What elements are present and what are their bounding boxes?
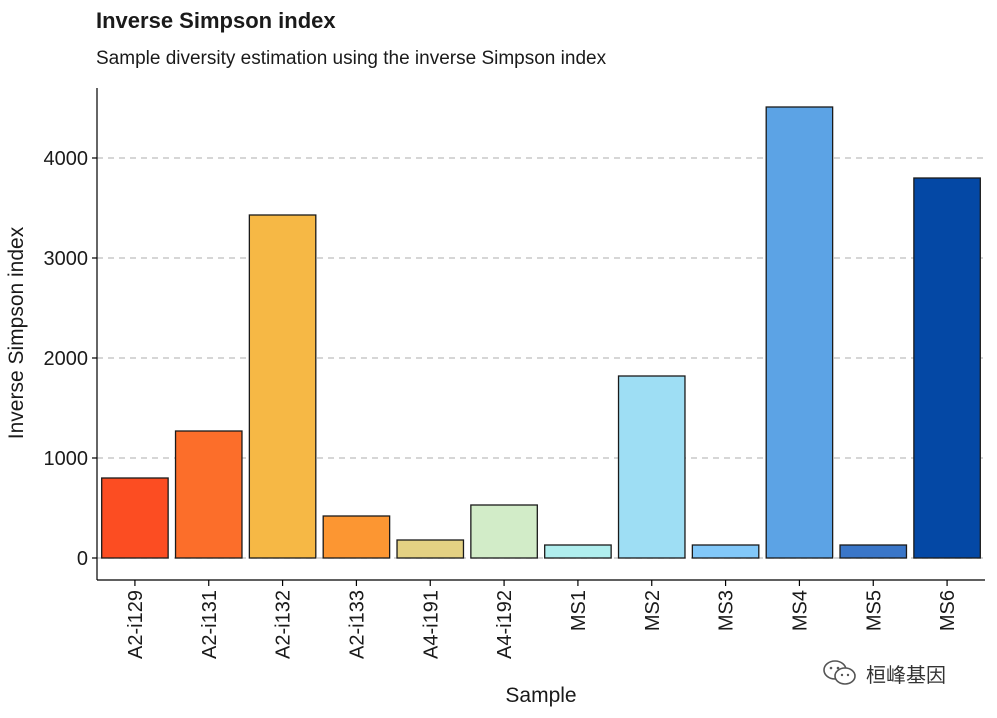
y-tick-label-0: 0 bbox=[77, 548, 88, 570]
y-tick-label-1000: 1000 bbox=[44, 448, 89, 470]
x-tick-label-MS1: MS1 bbox=[568, 590, 590, 631]
bar-MS1 bbox=[544, 544, 612, 559]
x-tick-label-MS2: MS2 bbox=[642, 590, 664, 631]
gridlines bbox=[97, 157, 985, 559]
x-tick-label-A4-i191: A4-i191 bbox=[420, 590, 442, 659]
bar-MS2 bbox=[617, 375, 686, 559]
y-tick-label-4000: 4000 bbox=[44, 148, 89, 170]
y-tick-label-2000: 2000 bbox=[44, 348, 89, 370]
y-tick-label-3000: 3000 bbox=[44, 248, 89, 270]
chart-title: Inverse Simpson index bbox=[96, 8, 336, 33]
axes bbox=[96, 88, 985, 581]
bar-A4-i192 bbox=[470, 504, 538, 559]
x-tick-label-MS5: MS5 bbox=[863, 590, 885, 631]
bar-MS3 bbox=[691, 544, 760, 559]
bar-MS4 bbox=[765, 106, 834, 559]
bar-A2-i129 bbox=[101, 477, 169, 559]
bar-A4-i191 bbox=[396, 539, 465, 559]
bar-MS6 bbox=[913, 177, 981, 559]
x-tick-label-A2-i133: A2-i133 bbox=[346, 590, 368, 659]
watermark: 桓峰基因 bbox=[822, 658, 946, 688]
y-axis-label: Inverse Simpson index bbox=[5, 226, 28, 439]
chart-subtitle: Sample diversity estimation using the in… bbox=[96, 48, 607, 69]
bar-MS5 bbox=[839, 544, 908, 559]
y-ticks: 0 1000 2000 3000 4000 bbox=[44, 148, 97, 570]
x-tick-label-MS4: MS4 bbox=[789, 590, 811, 631]
x-axis-label: Sample bbox=[505, 684, 576, 707]
x-tick-label-A2-i129: A2-i129 bbox=[125, 590, 147, 659]
x-tick-label-A2-i132: A2-i132 bbox=[273, 590, 295, 659]
x-tick-label-A2-i131: A2-i131 bbox=[199, 590, 221, 659]
x-tick-label-MS3: MS3 bbox=[716, 590, 738, 631]
x-ticks: A2-i129 A2-i131 A2-i132 A2-i133 A4-i191 A4-i1… bbox=[125, 580, 959, 659]
bars bbox=[101, 106, 981, 559]
bar-A2-i131 bbox=[174, 430, 243, 559]
wechat-icon bbox=[823, 660, 856, 685]
x-tick-label-A4-i192: A4-i192 bbox=[494, 590, 516, 659]
bar-A2-i132 bbox=[248, 214, 317, 559]
watermark-text: 桓峰基因 bbox=[866, 662, 946, 687]
x-tick-label-MS6: MS6 bbox=[937, 590, 959, 631]
bar-A2-i133 bbox=[322, 515, 391, 559]
